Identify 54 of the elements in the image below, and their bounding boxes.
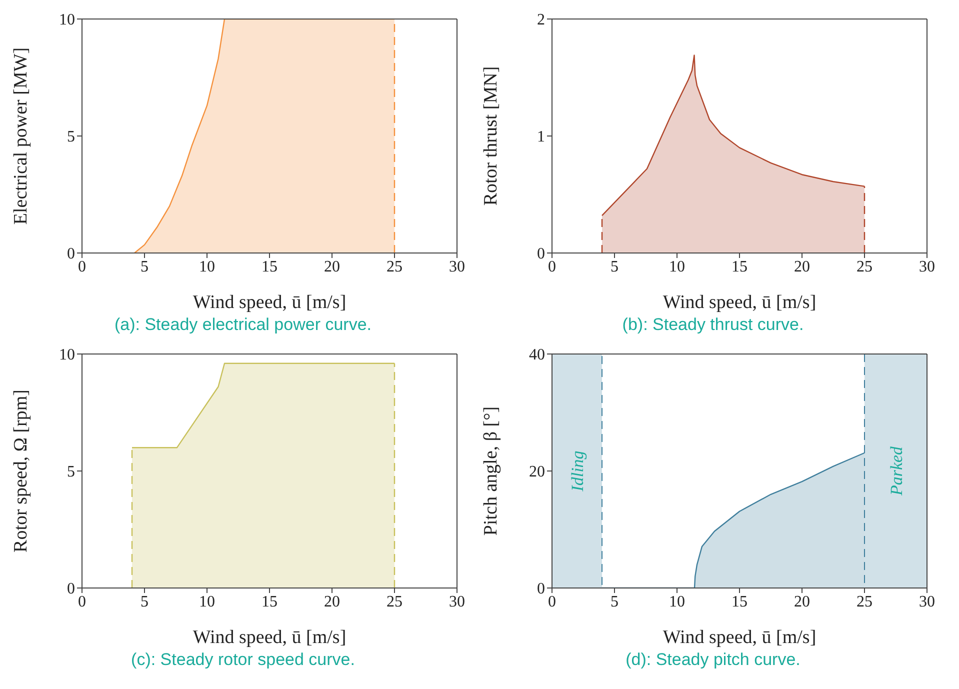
x-tick-label: 20	[324, 258, 340, 276]
text: (b): Steady thrust curve.	[621, 315, 805, 335]
y-tick-label: 2	[537, 12, 545, 29]
x-tick-label: 5	[140, 258, 148, 276]
y-tick-label: 5	[67, 464, 75, 481]
y-tick-label: 10	[59, 346, 75, 364]
x-tick-label: 5	[610, 593, 618, 610]
y-tick-label: 0	[67, 246, 75, 263]
x-tick-label: 25	[856, 258, 872, 276]
y-axis-title: Rotor speed, Ω [rpm]	[10, 390, 32, 552]
y-tick-label: 40	[529, 346, 545, 364]
y-axis-title: Pitch angle, β [°]	[480, 406, 502, 536]
x-tick-label: 5	[610, 258, 618, 276]
x-tick-label: 15	[732, 258, 748, 276]
x-tick-label: 15	[262, 593, 278, 610]
x-tick-label: 0	[78, 258, 86, 276]
x-tick-label: 0	[78, 593, 86, 610]
x-tick-label: 10	[199, 258, 215, 276]
x-tick-label: 20	[324, 593, 340, 610]
x-tick-label: 20	[794, 593, 810, 610]
x-tick-label: 10	[669, 258, 685, 276]
band-label: Idling	[568, 450, 588, 492]
x-tick-label: 0	[548, 593, 556, 610]
y-tick-label: 0	[537, 580, 545, 598]
x-tick-label: 10	[199, 593, 215, 610]
y-axis-title: Electrical power [MW]	[10, 47, 32, 225]
x-tick-label: 15	[262, 258, 278, 276]
band-label: Parked	[886, 446, 906, 497]
y-axis-title: Rotor thrust [MN]	[480, 66, 502, 206]
x-tick-label: 30	[919, 593, 935, 610]
x-axis-title: Wind speed, ū [m/s]	[192, 292, 346, 313]
text: (a): Steady electrical power curve.	[114, 315, 372, 335]
y-tick-label: 10	[59, 12, 75, 29]
x-tick-label: 10	[669, 593, 685, 610]
x-tick-label: 20	[794, 258, 810, 276]
x-axis-title: Wind speed, ū [m/s]	[662, 627, 816, 648]
x-tick-label: 30	[449, 593, 465, 610]
x-tick-label: 15	[732, 593, 748, 610]
x-axis-title: Wind speed, ū [m/s]	[662, 292, 816, 313]
y-tick-label: 0	[537, 246, 545, 263]
y-tick-label: 5	[67, 128, 75, 146]
y-tick-label: 0	[67, 580, 75, 598]
y-tick-label: 20	[529, 464, 545, 481]
x-tick-label: 25	[856, 593, 872, 610]
x-tick-label: 25	[386, 593, 402, 610]
text: (c): Steady rotor speed curve.	[130, 650, 356, 670]
x-tick-label: 30	[449, 258, 465, 276]
x-tick-label: 0	[548, 258, 556, 276]
x-tick-label: 5	[140, 593, 148, 610]
x-axis-title: Wind speed, ū [m/s]	[192, 627, 346, 648]
text: (d): Steady pitch curve.	[624, 650, 802, 670]
x-tick-label: 25	[386, 258, 402, 276]
x-tick-label: 30	[919, 258, 935, 276]
y-tick-label: 1	[537, 128, 545, 146]
